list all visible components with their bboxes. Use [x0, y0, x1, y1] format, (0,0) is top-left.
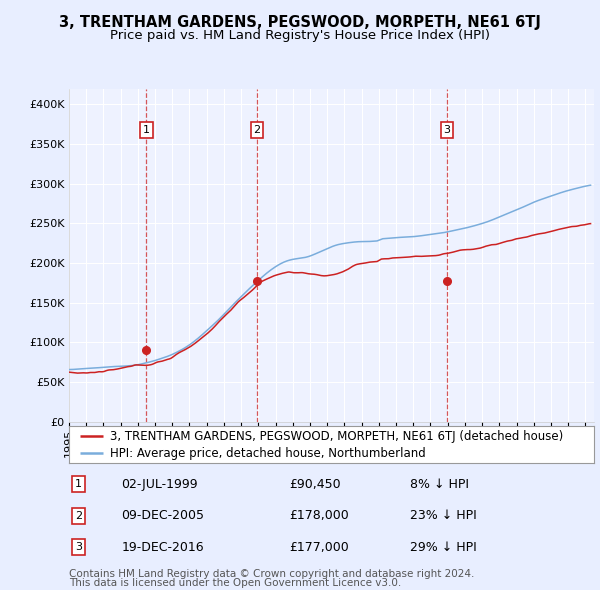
Text: 1: 1 — [75, 479, 82, 489]
Text: 2: 2 — [75, 511, 82, 520]
Text: 8% ↓ HPI: 8% ↓ HPI — [410, 478, 469, 491]
Text: 19-DEC-2016: 19-DEC-2016 — [121, 540, 204, 553]
Text: £177,000: £177,000 — [290, 540, 349, 553]
Text: 3, TRENTHAM GARDENS, PEGSWOOD, MORPETH, NE61 6TJ (detached house): 3, TRENTHAM GARDENS, PEGSWOOD, MORPETH, … — [110, 430, 563, 442]
Text: 3: 3 — [443, 125, 451, 135]
Text: This data is licensed under the Open Government Licence v3.0.: This data is licensed under the Open Gov… — [69, 578, 401, 588]
Text: £178,000: £178,000 — [290, 509, 349, 522]
Text: 23% ↓ HPI: 23% ↓ HPI — [410, 509, 477, 522]
Text: £90,450: £90,450 — [290, 478, 341, 491]
Text: Contains HM Land Registry data © Crown copyright and database right 2024.: Contains HM Land Registry data © Crown c… — [69, 569, 475, 579]
Text: 3: 3 — [75, 542, 82, 552]
Text: 3, TRENTHAM GARDENS, PEGSWOOD, MORPETH, NE61 6TJ: 3, TRENTHAM GARDENS, PEGSWOOD, MORPETH, … — [59, 15, 541, 30]
Text: 1: 1 — [143, 125, 150, 135]
Text: 02-JUL-1999: 02-JUL-1999 — [121, 478, 198, 491]
Text: 29% ↓ HPI: 29% ↓ HPI — [410, 540, 477, 553]
Text: 09-DEC-2005: 09-DEC-2005 — [121, 509, 205, 522]
Text: Price paid vs. HM Land Registry's House Price Index (HPI): Price paid vs. HM Land Registry's House … — [110, 30, 490, 42]
Text: HPI: Average price, detached house, Northumberland: HPI: Average price, detached house, Nort… — [110, 447, 426, 460]
Text: 2: 2 — [253, 125, 260, 135]
